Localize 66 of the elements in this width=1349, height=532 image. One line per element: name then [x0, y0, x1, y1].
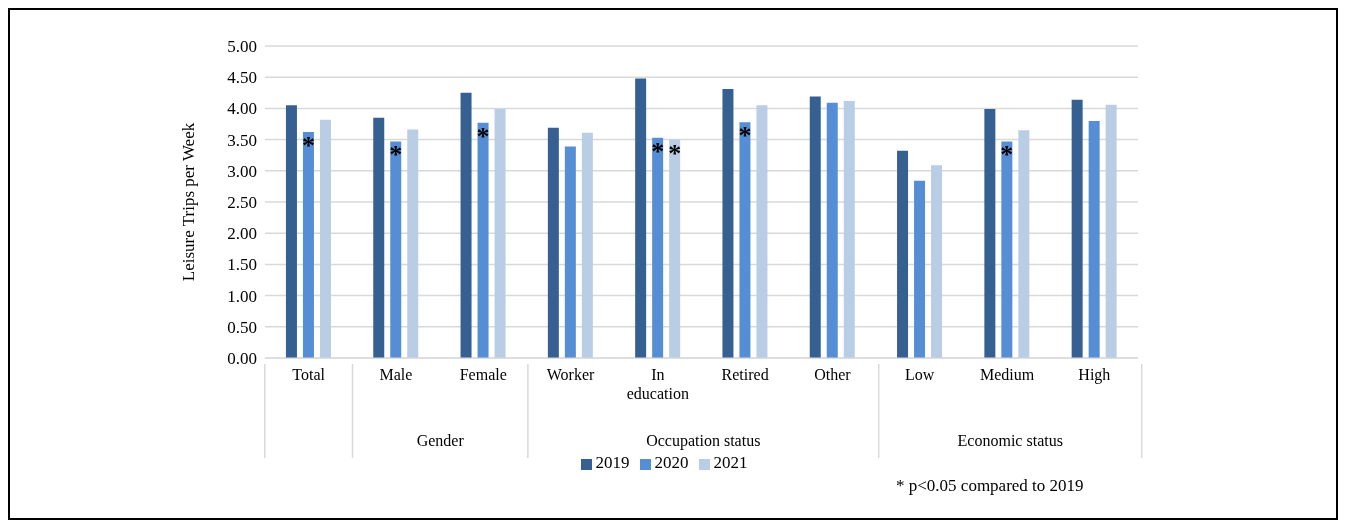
- bar: [652, 137, 664, 358]
- y-axis-title: Leisure Trips per Week: [179, 122, 199, 282]
- x-tick-label: Other: [814, 366, 852, 383]
- bar: [581, 132, 593, 358]
- x-tick-label: High: [1078, 366, 1111, 384]
- bar: [1071, 99, 1083, 358]
- bar: [843, 100, 855, 358]
- text: Gender: [416, 432, 465, 449]
- bar: [477, 122, 489, 358]
- bar: [1105, 104, 1117, 358]
- text: Economic status: [957, 432, 1063, 449]
- legend-label: 2019: [595, 453, 630, 472]
- bar: [984, 109, 996, 358]
- bar: [914, 180, 926, 358]
- bar: [302, 132, 314, 358]
- x-tick-label: Low: [905, 366, 935, 383]
- bar: [722, 89, 734, 358]
- annotation: *: [738, 121, 752, 151]
- x-tick-label: Male: [379, 366, 413, 383]
- x-tick-label: Worker: [546, 366, 596, 383]
- bar: [407, 129, 419, 358]
- bar: [390, 141, 402, 358]
- bar: [669, 139, 681, 358]
- y-tick-label: 0.50: [227, 317, 257, 337]
- y-tick-label: 4.50: [227, 68, 257, 88]
- y-tick-label: 2.00: [227, 224, 257, 244]
- bar: [494, 109, 506, 358]
- x-tick-label: In education: [626, 366, 689, 402]
- y-tick-label: 2.50: [227, 193, 257, 213]
- annotation: *: [668, 138, 682, 168]
- x-tick-label: Total: [292, 366, 326, 383]
- annotation: *: [301, 131, 315, 161]
- bar: [547, 127, 559, 358]
- legend-label: 2020: [654, 453, 689, 472]
- x-tick-label: Female: [459, 366, 507, 383]
- y-tick-label: 3.50: [227, 130, 257, 150]
- bar: [285, 105, 297, 358]
- annotation: *: [651, 136, 665, 166]
- y-tick-label: 0.00: [227, 349, 257, 369]
- text: Occupation status: [646, 432, 761, 450]
- legend-label: 2021: [713, 453, 748, 472]
- annotation: *: [1000, 140, 1014, 170]
- y-tick-label: 1.00: [227, 286, 257, 306]
- x-tick-label: Medium: [979, 366, 1035, 383]
- bar: [809, 96, 821, 358]
- annotation: *: [476, 121, 490, 151]
- bar: [931, 165, 943, 358]
- bar: [1088, 120, 1100, 358]
- y-tick-label: 1.50: [227, 255, 257, 275]
- bar: [564, 146, 576, 358]
- y-tick-label: 5.00: [227, 37, 257, 57]
- y-tick-label: 3.00: [227, 161, 257, 181]
- bar: [635, 78, 647, 358]
- bar: [826, 102, 838, 358]
- text: * p<0.05 compared to 2019: [896, 476, 1084, 496]
- bar: [460, 92, 472, 358]
- x-tick-label: Retired: [721, 366, 769, 383]
- bar: [373, 117, 385, 358]
- bar: [1018, 130, 1030, 358]
- annotation: *: [389, 140, 403, 170]
- bar: [1001, 141, 1013, 358]
- bar: [739, 122, 751, 358]
- bar: [756, 105, 768, 358]
- bar: [319, 119, 331, 358]
- bar: [897, 150, 909, 358]
- y-tick-label: 4.00: [227, 99, 257, 119]
